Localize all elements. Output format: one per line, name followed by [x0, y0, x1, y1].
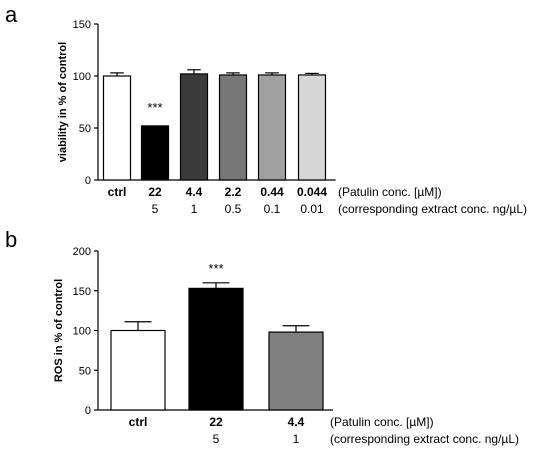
- panel-b-y-axis-label: ROS in % of control: [53, 279, 65, 382]
- panel-b-y-tick-label: 100: [73, 326, 91, 338]
- panel-a-category-label: 2.2: [225, 185, 242, 199]
- panel-a-sub-category-label: 0.01: [300, 202, 324, 216]
- panel-b-bar-22: [188, 287, 244, 411]
- panel-a-bar-0.044: [297, 74, 327, 181]
- panel-a-y-tick-label: 100: [73, 71, 91, 83]
- panel-a-bar-4.4: [179, 73, 209, 181]
- panel-b-y-tick-label: 200: [73, 246, 91, 258]
- panel-a-sub-category-label: 1: [191, 202, 198, 216]
- panel-a-category-label: ctrl: [108, 185, 127, 199]
- panel-b-category-label: 22: [209, 415, 223, 429]
- panel-b-y-tick-label: 150: [73, 286, 91, 298]
- panel-a-y-tick-label: 150: [73, 19, 91, 31]
- panel-b-category-label: ctrl: [129, 415, 148, 429]
- panel-a-sub-category-note: (corresponding extract conc. ng/µL): [338, 202, 527, 216]
- panel-b-y-tick-label: 0: [85, 405, 91, 417]
- panel-b-category-label: 4.4: [288, 415, 305, 429]
- panel-b-y-tick-label: 50: [79, 365, 91, 377]
- panel-a-sub-category-label: 5: [152, 202, 159, 216]
- panel-b-sub-category-label: 5: [213, 432, 220, 446]
- panel-a-y-tick-label: 50: [79, 123, 91, 135]
- panel-b-sub-category-note: (corresponding extract conc. ng/µL): [330, 432, 519, 446]
- panel-a-bar-22: [140, 125, 170, 181]
- panel-b-significance-label: ***: [208, 261, 223, 276]
- panel-a-sub-category-label: 0.5: [225, 202, 242, 216]
- panel-b-category-note: (Patulin conc. [µM]): [330, 415, 434, 429]
- panel-a-category-note: (Patulin conc. [µM]): [338, 185, 442, 199]
- panel-a-bar-ctrl: [102, 75, 132, 181]
- panel-a-category-label: 22: [148, 185, 162, 199]
- panel-a-y-tick-label: 0: [85, 175, 91, 187]
- panel-a-category-label: 4.4: [186, 185, 203, 199]
- panel-a-significance-label: ***: [147, 100, 162, 115]
- panel-a-letter: a: [5, 2, 18, 27]
- panel-a-category-label: 0.44: [260, 185, 284, 199]
- panel-a-bar-0.44: [257, 74, 287, 181]
- panel-a-category-label: 0.044: [297, 185, 327, 199]
- panel-b-letter: b: [5, 227, 17, 252]
- panel-a-y-axis-label: viability in % of control: [57, 42, 69, 162]
- panel-a-sub-category-label: 0.1: [264, 202, 281, 216]
- panel-a-bar-2.2: [218, 74, 248, 181]
- panel-b-sub-category-label: 1: [293, 432, 300, 446]
- panel-b-bar-ctrl: [110, 329, 166, 411]
- panel-b-bar-4.4: [268, 331, 324, 411]
